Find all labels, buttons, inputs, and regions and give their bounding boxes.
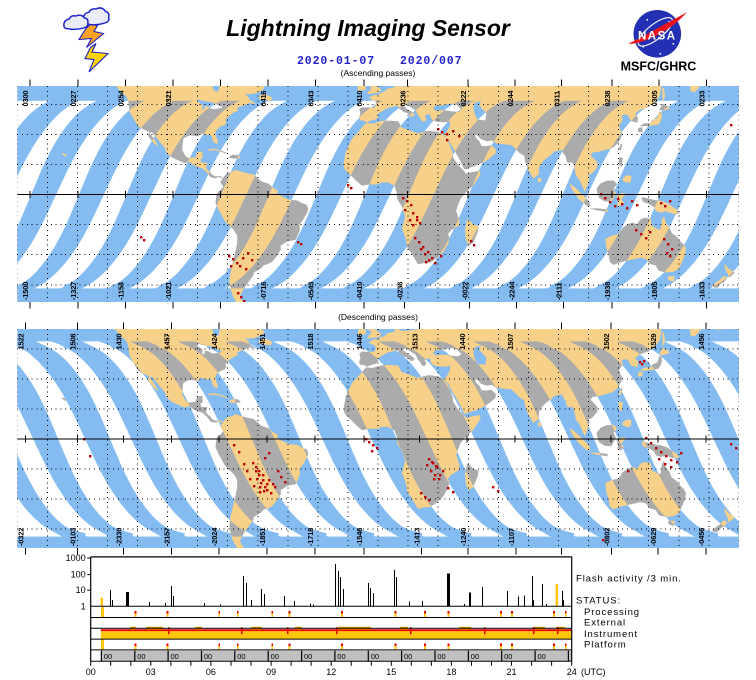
svg-text:-0456: -0456	[697, 528, 706, 546]
svg-text:0222: 0222	[459, 91, 468, 107]
svg-text:2020-01-07: 2020-01-07	[297, 55, 375, 68]
svg-text:-1107: -1107	[507, 528, 516, 546]
svg-text:1522: 1522	[17, 334, 26, 350]
svg-text:-2024: -2024	[210, 527, 219, 546]
svg-text:-0236: -0236	[396, 282, 405, 300]
svg-text:(Ascending passes): (Ascending passes)	[341, 68, 416, 78]
svg-text:00: 00	[204, 652, 212, 661]
svg-text:00: 00	[86, 667, 96, 677]
svg-text:00: 00	[104, 652, 112, 661]
svg-text:0300: 0300	[21, 91, 30, 107]
svg-text:-0802: -0802	[602, 528, 611, 546]
svg-text:0311: 0311	[553, 91, 562, 106]
svg-text:1456: 1456	[697, 334, 706, 350]
svg-text:1502: 1502	[602, 334, 611, 350]
svg-text:100: 100	[71, 570, 86, 580]
svg-text:00: 00	[538, 652, 546, 661]
svg-text:-0103: -0103	[69, 528, 78, 546]
svg-text:-1500: -1500	[21, 282, 30, 300]
svg-text:00: 00	[337, 652, 345, 661]
svg-text:-1154: -1154	[117, 281, 126, 300]
svg-text:-1021: -1021	[164, 282, 173, 300]
svg-text:03: 03	[146, 667, 156, 677]
svg-text:MSFC/GHRC: MSFC/GHRC	[621, 59, 697, 73]
svg-text:0227: 0227	[69, 91, 78, 107]
svg-text:1446: 1446	[355, 334, 364, 350]
svg-text:1529: 1529	[649, 334, 658, 350]
svg-text:18: 18	[446, 667, 456, 677]
svg-text:-0410: -0410	[355, 282, 364, 300]
svg-text:-2330: -2330	[115, 528, 124, 546]
svg-text:-1805: -1805	[650, 282, 659, 300]
svg-text:STATUS:: STATUS:	[576, 596, 621, 607]
svg-text:1: 1	[81, 601, 86, 611]
svg-text:-1327: -1327	[69, 282, 78, 300]
svg-text:1000: 1000	[66, 553, 86, 563]
svg-text:0416: 0416	[259, 91, 268, 107]
svg-text:-2111: -2111	[555, 283, 564, 300]
svg-text:00: 00	[237, 652, 245, 661]
svg-text:-1938: -1938	[603, 282, 612, 300]
svg-text:-1240: -1240	[459, 528, 468, 546]
svg-text:1508: 1508	[69, 334, 78, 350]
svg-text:-1851: -1851	[258, 528, 267, 546]
svg-text:1424: 1424	[210, 333, 219, 350]
svg-text:00: 00	[171, 652, 179, 661]
svg-text:-0629: -0629	[649, 528, 658, 546]
svg-text:0238: 0238	[603, 91, 612, 107]
svg-text:0254: 0254	[117, 90, 126, 107]
svg-text:Flash activity /3 min.: Flash activity /3 min.	[576, 574, 682, 585]
svg-text:00: 00	[271, 652, 279, 661]
svg-text:09: 09	[266, 667, 276, 677]
svg-text:-1718: -1718	[306, 528, 315, 546]
svg-text:-2157: -2157	[163, 528, 172, 546]
svg-text:10: 10	[76, 585, 86, 595]
svg-text:0236: 0236	[399, 91, 408, 107]
svg-text:NASA: NASA	[638, 30, 677, 42]
svg-text:-0543: -0543	[307, 282, 316, 300]
svg-text:Lightning Imaging Sensor: Lightning Imaging Sensor	[226, 15, 511, 41]
svg-text:Instrument: Instrument	[584, 629, 638, 640]
svg-text:00: 00	[471, 652, 479, 661]
svg-text:-0322: -0322	[17, 528, 26, 546]
svg-text:0410: 0410	[355, 91, 364, 107]
svg-text:0305: 0305	[650, 91, 659, 107]
svg-text:1507: 1507	[506, 334, 515, 350]
svg-text:1440: 1440	[458, 334, 467, 350]
svg-text:1457: 1457	[163, 334, 172, 350]
svg-text:00: 00	[371, 652, 379, 661]
svg-text:-1633: -1633	[697, 282, 706, 300]
svg-text:(Descending passes): (Descending passes)	[338, 312, 418, 322]
svg-text:-2244: -2244	[508, 281, 517, 300]
svg-text:1513: 1513	[411, 334, 420, 350]
svg-text:2020/007: 2020/007	[400, 55, 462, 68]
svg-text:External: External	[584, 618, 626, 629]
svg-text:00: 00	[404, 652, 412, 661]
svg-text:Processing: Processing	[584, 607, 640, 618]
svg-text:06: 06	[206, 667, 216, 677]
svg-text:1430: 1430	[115, 334, 124, 350]
svg-text:1518: 1518	[306, 334, 315, 350]
svg-text:15: 15	[386, 667, 396, 677]
svg-text:-0022: -0022	[461, 282, 470, 300]
svg-text:Platform: Platform	[584, 640, 627, 651]
svg-text:0233: 0233	[697, 91, 706, 107]
svg-text:1451: 1451	[258, 334, 267, 350]
svg-text:0244: 0244	[506, 90, 515, 107]
svg-text:-1413: -1413	[413, 528, 422, 546]
svg-text:00: 00	[137, 652, 145, 661]
svg-text:00: 00	[504, 652, 512, 661]
svg-text:-1546: -1546	[355, 528, 364, 546]
svg-text:0343: 0343	[307, 91, 316, 107]
svg-text:00: 00	[304, 652, 312, 661]
svg-text:24: 24	[567, 667, 577, 677]
svg-text:21: 21	[506, 667, 516, 677]
svg-text:(UTC): (UTC)	[581, 667, 606, 677]
svg-text:0321: 0321	[164, 91, 173, 107]
svg-text:12: 12	[326, 667, 336, 677]
svg-text:00: 00	[437, 652, 445, 661]
svg-text:-0716: -0716	[259, 282, 268, 300]
